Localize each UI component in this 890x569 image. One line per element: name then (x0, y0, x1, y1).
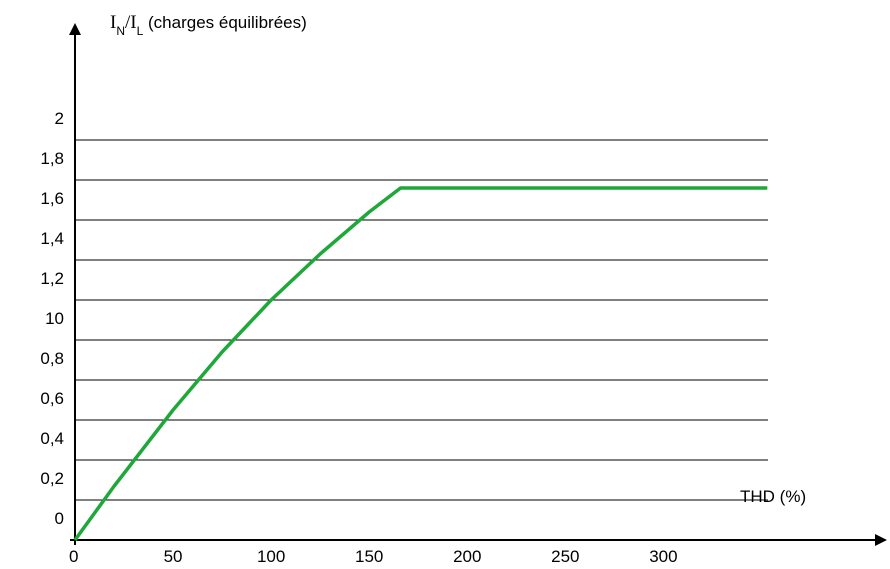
x-tick-label: 200 (453, 547, 481, 566)
y-label-part: /I (125, 12, 137, 33)
y-tick-label: 0 (55, 509, 64, 528)
x-tick-label: 100 (257, 547, 285, 566)
y-tick-label: 1,8 (40, 149, 64, 168)
x-tick-label: 50 (164, 547, 183, 566)
y-tick-label: 1,4 (40, 229, 64, 248)
y-label-part: (charges équilibrées) (143, 13, 306, 32)
y-tick-label: 0,6 (40, 389, 64, 408)
y-label-part: N (116, 24, 125, 38)
y-label-part: I (110, 12, 116, 33)
x-tick-label: 250 (551, 547, 579, 566)
data-line (73, 186, 768, 542)
y-tick-label: 0,8 (40, 349, 64, 368)
y-tick-label: 2 (55, 109, 64, 128)
y-tick-label: 0,4 (40, 429, 64, 448)
y-tick-label: 0,2 (40, 469, 64, 488)
x-tick-label: 0 (69, 547, 78, 566)
x-tick-label: 150 (355, 547, 383, 566)
y-tick-label: 1,6 (40, 189, 64, 208)
y-label-part: L (137, 24, 144, 38)
y-axis-label: IN/IL (charges équilibrées) (110, 12, 307, 38)
x-tick-label: 300 (649, 547, 677, 566)
y-tick-label: 1,2 (40, 269, 64, 288)
x-axis-label: THD (%) (740, 487, 806, 506)
y-tick-label: 10 (45, 309, 64, 328)
